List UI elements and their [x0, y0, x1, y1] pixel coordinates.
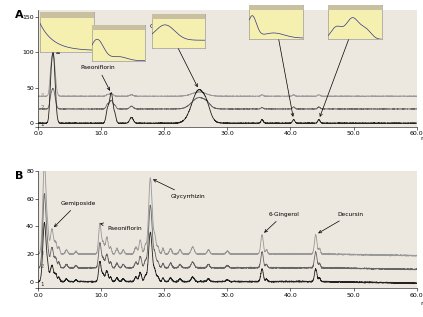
Text: Paeoniflorin: Paeoniflorin: [101, 223, 142, 230]
Text: Glycyrrhizin: Glycyrrhizin: [154, 180, 205, 199]
Text: Decursin: Decursin: [320, 15, 370, 116]
Text: 1: 1: [41, 282, 44, 288]
Text: 6-Gingerol: 6-Gingerol: [259, 15, 294, 116]
Text: Decursin: Decursin: [319, 212, 364, 233]
Text: 3: 3: [41, 251, 44, 256]
Text: A: A: [15, 10, 24, 20]
Text: 6-Gingerol: 6-Gingerol: [265, 212, 299, 232]
Text: Paeoniflorin: Paeoniflorin: [81, 65, 115, 90]
Text: min: min: [420, 301, 423, 306]
Text: Gemiposide: Gemiposide: [55, 201, 96, 227]
Text: Gemiposide: Gemiposide: [57, 42, 99, 54]
Text: 2: 2: [41, 105, 44, 110]
Text: 3: 3: [41, 93, 44, 98]
Text: 2: 2: [41, 264, 44, 269]
Text: 1: 1: [41, 122, 44, 127]
Text: Glycyrrhizin: Glycyrrhizin: [150, 24, 198, 87]
Text: B: B: [15, 171, 24, 181]
Text: min: min: [420, 136, 423, 141]
